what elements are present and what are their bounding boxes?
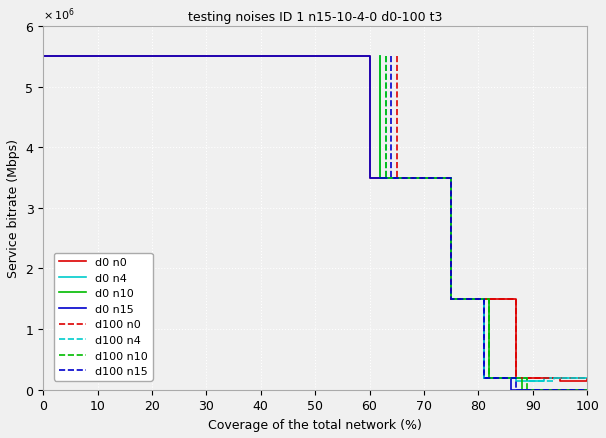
d0 n15 bbox=[480, 375, 487, 381]
d100 n15 bbox=[513, 387, 520, 392]
d0 n15 bbox=[507, 375, 514, 381]
d100 n15 bbox=[584, 387, 591, 392]
d0 n0 bbox=[513, 297, 520, 302]
d100 n15 bbox=[447, 297, 454, 302]
Line: d100 n0: d100 n0 bbox=[397, 57, 587, 381]
d100 n0 bbox=[447, 176, 454, 181]
d100 n4 bbox=[382, 176, 390, 181]
Line: d0 n0: d0 n0 bbox=[43, 57, 587, 381]
d100 n10 bbox=[447, 176, 454, 181]
d100 n10 bbox=[524, 375, 531, 381]
d0 n10 bbox=[485, 297, 493, 302]
d0 n10 bbox=[584, 387, 591, 392]
d0 n4 bbox=[540, 375, 547, 381]
Line: d0 n10: d0 n10 bbox=[381, 57, 587, 390]
Title: testing noises ID 1 n15-10-4-0 d0-100 t3: testing noises ID 1 n15-10-4-0 d0-100 t3 bbox=[188, 11, 442, 25]
Line: d0 n15: d0 n15 bbox=[43, 57, 587, 390]
d0 n4 bbox=[377, 54, 384, 60]
d0 n4 bbox=[540, 378, 547, 383]
Y-axis label: Service bitrate (Mbps): Service bitrate (Mbps) bbox=[7, 139, 20, 278]
d100 n10 bbox=[382, 176, 390, 181]
d0 n10 bbox=[447, 176, 454, 181]
d100 n15 bbox=[388, 176, 395, 181]
Line: d100 n10: d100 n10 bbox=[386, 57, 587, 390]
d0 n4 bbox=[513, 378, 520, 383]
d100 n10 bbox=[485, 375, 493, 381]
Line: d0 n4: d0 n4 bbox=[381, 57, 587, 381]
d100 n0 bbox=[393, 54, 401, 60]
d100 n0 bbox=[393, 176, 401, 181]
d0 n4 bbox=[480, 297, 487, 302]
d0 n15 bbox=[366, 176, 373, 181]
d0 n4 bbox=[584, 375, 591, 381]
d100 n15 bbox=[513, 375, 520, 381]
d0 n10 bbox=[447, 297, 454, 302]
d100 n10 bbox=[382, 54, 390, 60]
d0 n10 bbox=[377, 54, 384, 60]
d100 n4 bbox=[524, 375, 531, 381]
d0 n0 bbox=[366, 54, 373, 60]
d0 n0 bbox=[556, 378, 564, 383]
Line: d100 n4: d100 n4 bbox=[386, 57, 587, 381]
Line: d100 n15: d100 n15 bbox=[391, 57, 587, 390]
X-axis label: Coverage of the total network (%): Coverage of the total network (%) bbox=[208, 418, 422, 431]
d100 n0 bbox=[513, 375, 520, 381]
d0 n10 bbox=[377, 176, 384, 181]
d0 n15 bbox=[507, 387, 514, 392]
d0 n15 bbox=[480, 297, 487, 302]
d0 n4 bbox=[480, 375, 487, 381]
d0 n4 bbox=[447, 176, 454, 181]
d100 n0 bbox=[584, 375, 591, 381]
d0 n10 bbox=[518, 375, 525, 381]
d0 n0 bbox=[447, 297, 454, 302]
d0 n15 bbox=[447, 176, 454, 181]
Legend: d0 n0, d0 n4, d0 n10, d0 n15, d100 n0, d100 n4, d100 n10, d100 n15: d0 n0, d0 n4, d0 n10, d0 n15, d100 n0, d… bbox=[54, 253, 153, 381]
d100 n0 bbox=[447, 297, 454, 302]
d0 n0 bbox=[556, 375, 564, 381]
d0 n0 bbox=[584, 378, 591, 383]
d0 n15 bbox=[584, 387, 591, 392]
d0 n15 bbox=[366, 54, 373, 60]
d100 n15 bbox=[447, 176, 454, 181]
d100 n4 bbox=[382, 54, 390, 60]
d100 n10 bbox=[524, 387, 531, 392]
d100 n4 bbox=[480, 375, 487, 381]
Text: $\times\,10^6$: $\times\,10^6$ bbox=[43, 7, 75, 23]
d100 n15 bbox=[480, 375, 487, 381]
d100 n15 bbox=[480, 297, 487, 302]
d0 n0 bbox=[39, 54, 47, 60]
d0 n15 bbox=[447, 297, 454, 302]
d0 n4 bbox=[377, 176, 384, 181]
d100 n4 bbox=[551, 378, 558, 383]
d100 n4 bbox=[551, 375, 558, 381]
d100 n4 bbox=[584, 375, 591, 381]
d100 n0 bbox=[584, 378, 591, 383]
d100 n4 bbox=[447, 176, 454, 181]
d0 n0 bbox=[366, 176, 373, 181]
d0 n10 bbox=[518, 387, 525, 392]
d0 n0 bbox=[513, 375, 520, 381]
d100 n4 bbox=[447, 297, 454, 302]
d100 n10 bbox=[485, 297, 493, 302]
d0 n4 bbox=[447, 297, 454, 302]
d0 n4 bbox=[513, 375, 520, 381]
d100 n0 bbox=[513, 297, 520, 302]
d100 n10 bbox=[584, 387, 591, 392]
d0 n0 bbox=[447, 176, 454, 181]
d100 n4 bbox=[524, 378, 531, 383]
d0 n10 bbox=[485, 375, 493, 381]
d100 n4 bbox=[480, 297, 487, 302]
d0 n15 bbox=[39, 54, 47, 60]
d100 n15 bbox=[388, 54, 395, 60]
d100 n10 bbox=[447, 297, 454, 302]
